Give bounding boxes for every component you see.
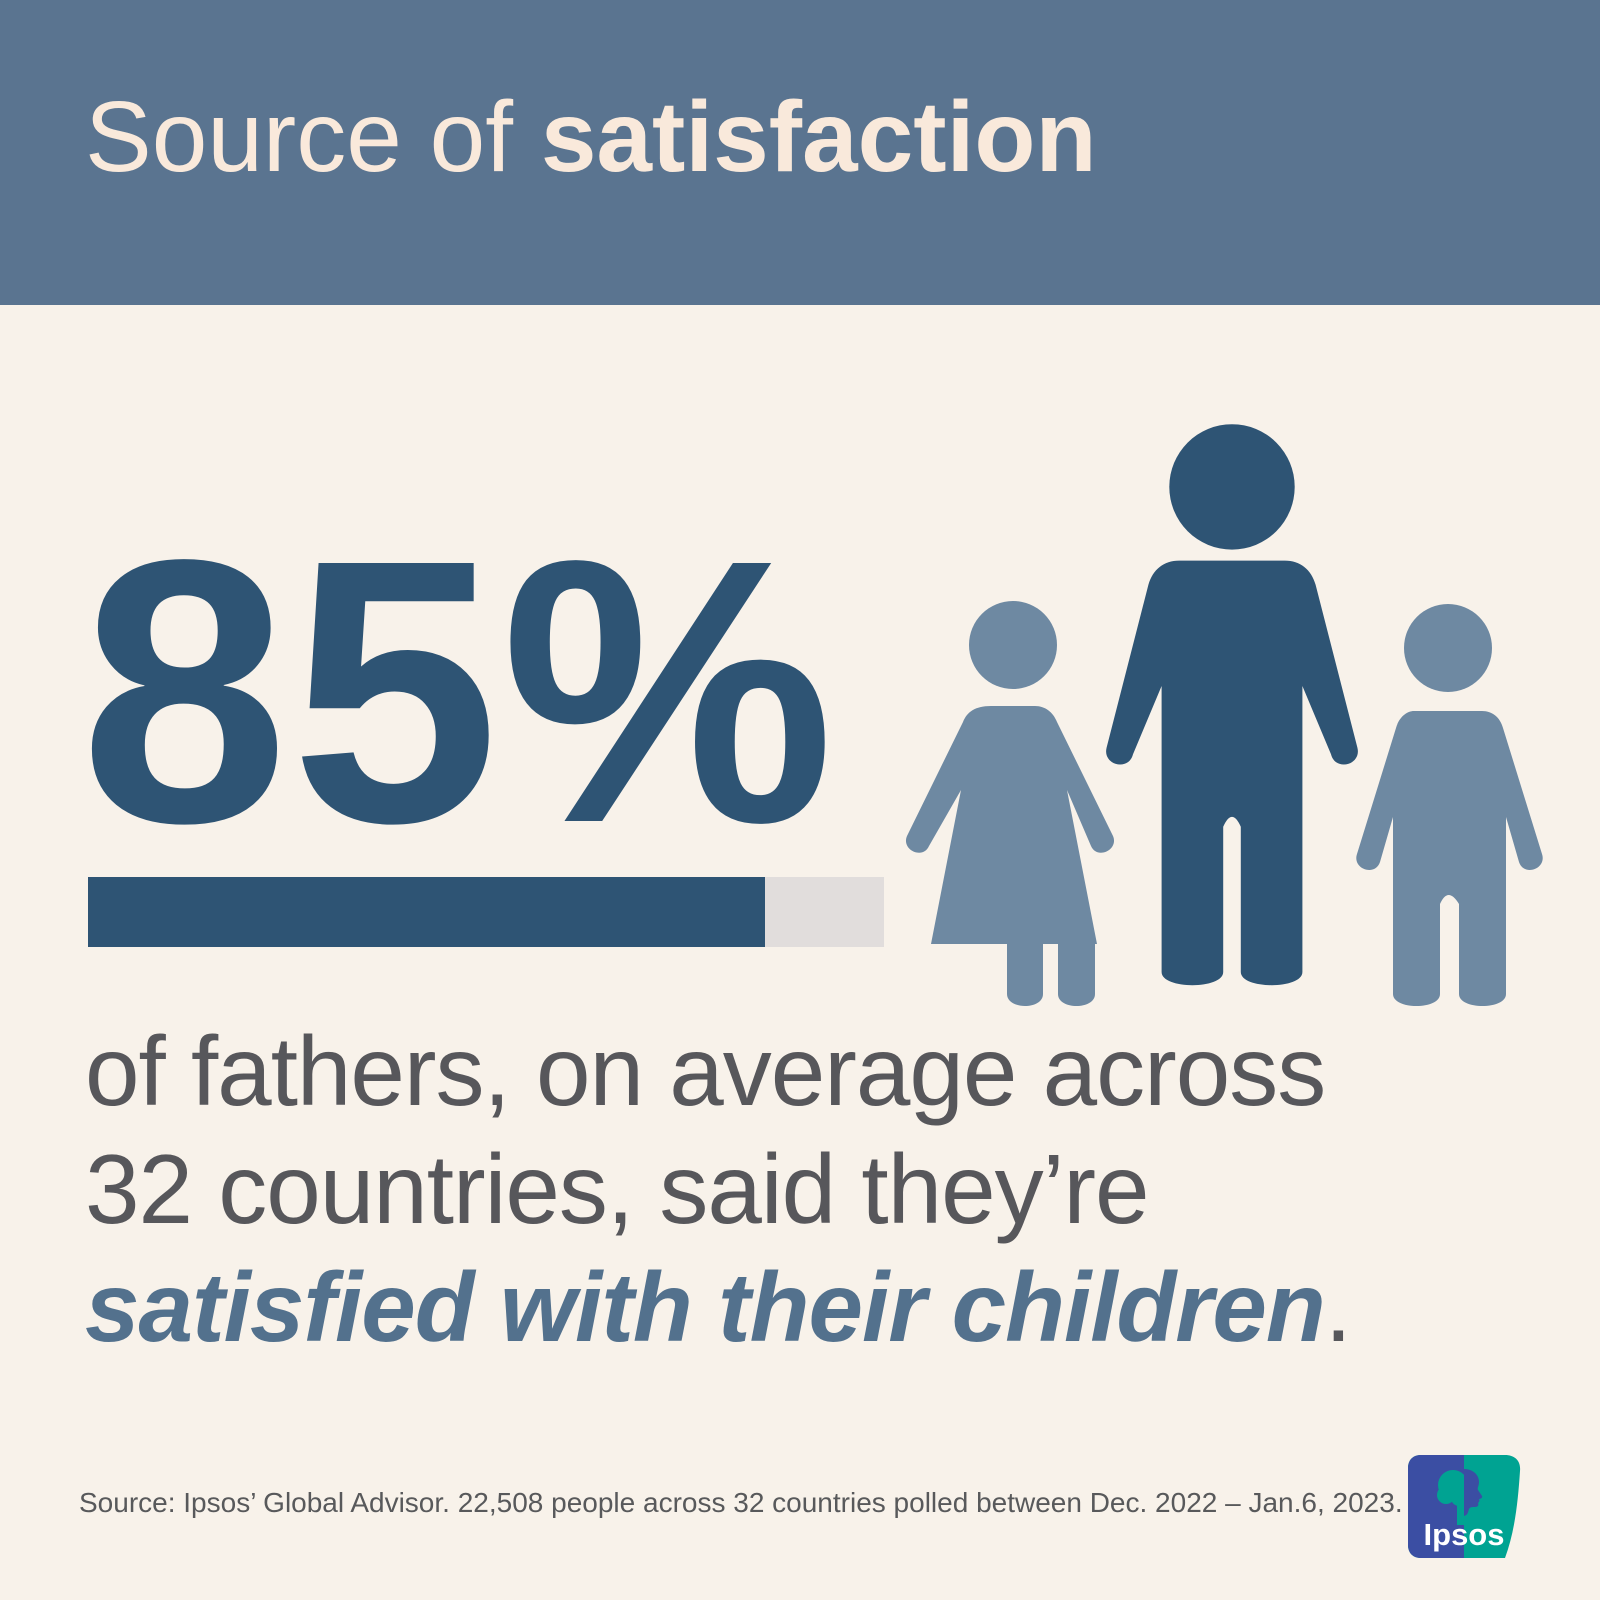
logo-brand-text: Ipsos xyxy=(1424,1517,1505,1552)
description-period: . xyxy=(1324,1252,1352,1362)
description-line-1: of fathers, on average across xyxy=(85,1016,1326,1126)
source-note: Source: Ipsos’ Global Advisor. 22,508 pe… xyxy=(79,1487,1403,1518)
boy-icon xyxy=(1356,604,1543,1006)
progress-bar-fill xyxy=(88,877,765,947)
logo-head-silhouette-icon xyxy=(1437,1469,1483,1525)
description-line-3: satisfied with their children. xyxy=(85,1248,1352,1366)
page-title-regular: Source of xyxy=(85,81,541,193)
description-highlight: satisfied with their children xyxy=(85,1252,1326,1362)
page-title: Source of satisfaction xyxy=(85,87,1097,187)
description-line-2: 32 countries, said they’re xyxy=(85,1134,1149,1244)
girl-icon xyxy=(905,601,1115,1006)
ipsos-logo: Ipsos xyxy=(1408,1455,1521,1558)
progress-bar xyxy=(88,877,884,947)
stat-value: 85% xyxy=(80,483,837,901)
father-icon xyxy=(1106,424,1358,986)
page-title-bold: satisfaction xyxy=(540,81,1097,193)
logo-face-profile-icon xyxy=(1464,1469,1483,1516)
header-band: Source of satisfaction xyxy=(0,0,1600,305)
description: of fathers, on average across 32 countri… xyxy=(85,1012,1352,1366)
